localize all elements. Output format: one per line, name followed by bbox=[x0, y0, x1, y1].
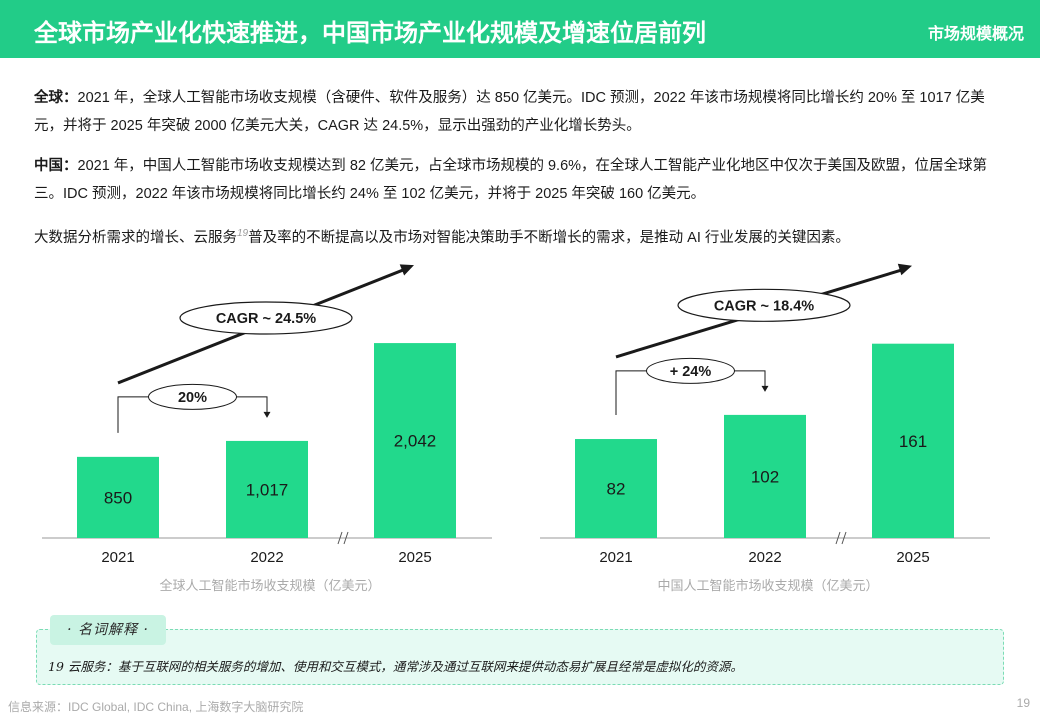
x-tick-label: 2021 bbox=[599, 549, 632, 566]
axis-break-mark bbox=[841, 531, 847, 545]
chart-caption: 中国人工智能市场收支规模（亿美元） bbox=[657, 578, 878, 593]
drivers-paragraph: 大数据分析需求的增长、云服务19普及率的不断提高以及市场对智能决策助手不断增长的… bbox=[34, 224, 1006, 252]
drivers-text-end: 普及率的不断提高以及市场对智能决策助手不断增长的需求，是推动 AI 行业发展的关… bbox=[248, 230, 850, 246]
growth-label: + 24% bbox=[670, 364, 712, 380]
bar-value-label: 161 bbox=[899, 432, 927, 451]
bar-2022 bbox=[724, 414, 806, 538]
axis-break-mark bbox=[835, 531, 841, 545]
china-label: 中国： bbox=[34, 158, 78, 174]
china-paragraph: 中国：2021 年，中国人工智能市场收支规模达到 82 亿美元，占全球市场规模的… bbox=[34, 152, 1006, 208]
global-paragraph: 全球：2021 年，全球人工智能市场收支规模（含硬件、软件及服务）达 850 亿… bbox=[34, 84, 1006, 140]
bar-value-label: 850 bbox=[104, 488, 132, 507]
growth-arrowhead bbox=[263, 411, 271, 418]
drivers-text-start: 大数据分析需求的增长、云服务 bbox=[34, 230, 237, 246]
bar-2021 bbox=[77, 456, 159, 538]
header-bar: 全球市场产业化快速推进，中国市场产业化规模及增速位居前列 市场规模概况 bbox=[0, 0, 1040, 58]
cagr-arrowhead bbox=[897, 263, 912, 276]
cagr-label: CAGR ~ 24.5% bbox=[216, 311, 316, 327]
bar-2022 bbox=[226, 440, 308, 538]
growth-ellipse bbox=[148, 383, 237, 410]
china-chart-svg: 82 2021 102 2022 161 2025 + 24% CAGR ~ 18.4% 中国人… bbox=[540, 263, 990, 593]
footnote-ref[interactable]: 19 bbox=[237, 228, 249, 240]
glossary-box bbox=[36, 629, 1004, 685]
cagr-ellipse bbox=[179, 301, 353, 335]
bar-value-label: 82 bbox=[607, 480, 626, 499]
growth-ellipse bbox=[646, 357, 735, 384]
axis-break-mark bbox=[337, 531, 343, 545]
x-tick-label: 2022 bbox=[250, 549, 283, 566]
cagr-label: CAGR ~ 18.4% bbox=[714, 298, 814, 314]
glossary-tag: · 名词解释 · bbox=[50, 615, 166, 645]
bar-2021 bbox=[575, 439, 657, 538]
page-title: 全球市场产业化快速推进，中国市场产业化规模及增速位居前列 bbox=[34, 20, 706, 47]
bar-2025 bbox=[872, 343, 954, 538]
bar-value-label: 1,017 bbox=[246, 480, 289, 499]
global-market-chart: 850 2021 1,017 2022 2,042 2025 20% CAGR ~ 24.5%… bbox=[40, 254, 500, 604]
x-tick-label: 2025 bbox=[896, 549, 929, 566]
global-chart-svg: 850 2021 1,017 2022 2,042 2025 20% CAGR ~ 24.5%… bbox=[42, 264, 492, 593]
x-tick-label: 2021 bbox=[101, 549, 134, 566]
global-label: 全球： bbox=[34, 90, 78, 106]
bar-value-label: 102 bbox=[751, 467, 779, 486]
bar-2025 bbox=[374, 343, 456, 538]
page-number: 19 bbox=[1016, 696, 1030, 710]
chart-caption: 全球人工智能市场收支规模（亿美元） bbox=[159, 578, 380, 593]
x-tick-label: 2025 bbox=[398, 549, 431, 566]
cagr-ellipse bbox=[677, 288, 851, 322]
x-tick-label: 2022 bbox=[748, 549, 781, 566]
global-text: 2021 年，全球人工智能市场收支规模（含硬件、软件及服务）达 850 亿美元。… bbox=[34, 90, 985, 134]
axis-break-mark bbox=[343, 531, 349, 545]
section-label: 市场规模概况 bbox=[927, 26, 1024, 43]
cagr-arrowhead bbox=[399, 264, 414, 276]
china-text: 2021 年，中国人工智能市场收支规模达到 82 亿美元，占全球市场规模的 9.… bbox=[34, 158, 988, 202]
bar-value-label: 2,042 bbox=[394, 432, 437, 451]
china-market-chart: 82 2021 102 2022 161 2025 + 24% CAGR ~ 18.4% 中国人… bbox=[538, 254, 998, 604]
growth-label: 20% bbox=[178, 390, 207, 406]
source-note: 信息来源：IDC Global, IDC China, 上海数字大脑研究院 bbox=[8, 700, 304, 714]
growth-arrowhead bbox=[761, 385, 769, 392]
glossary-entry: 19 云服务：基于互联网的相关服务的增加、使用和交互模式，通常涉及通过互联网来提… bbox=[48, 659, 743, 674]
